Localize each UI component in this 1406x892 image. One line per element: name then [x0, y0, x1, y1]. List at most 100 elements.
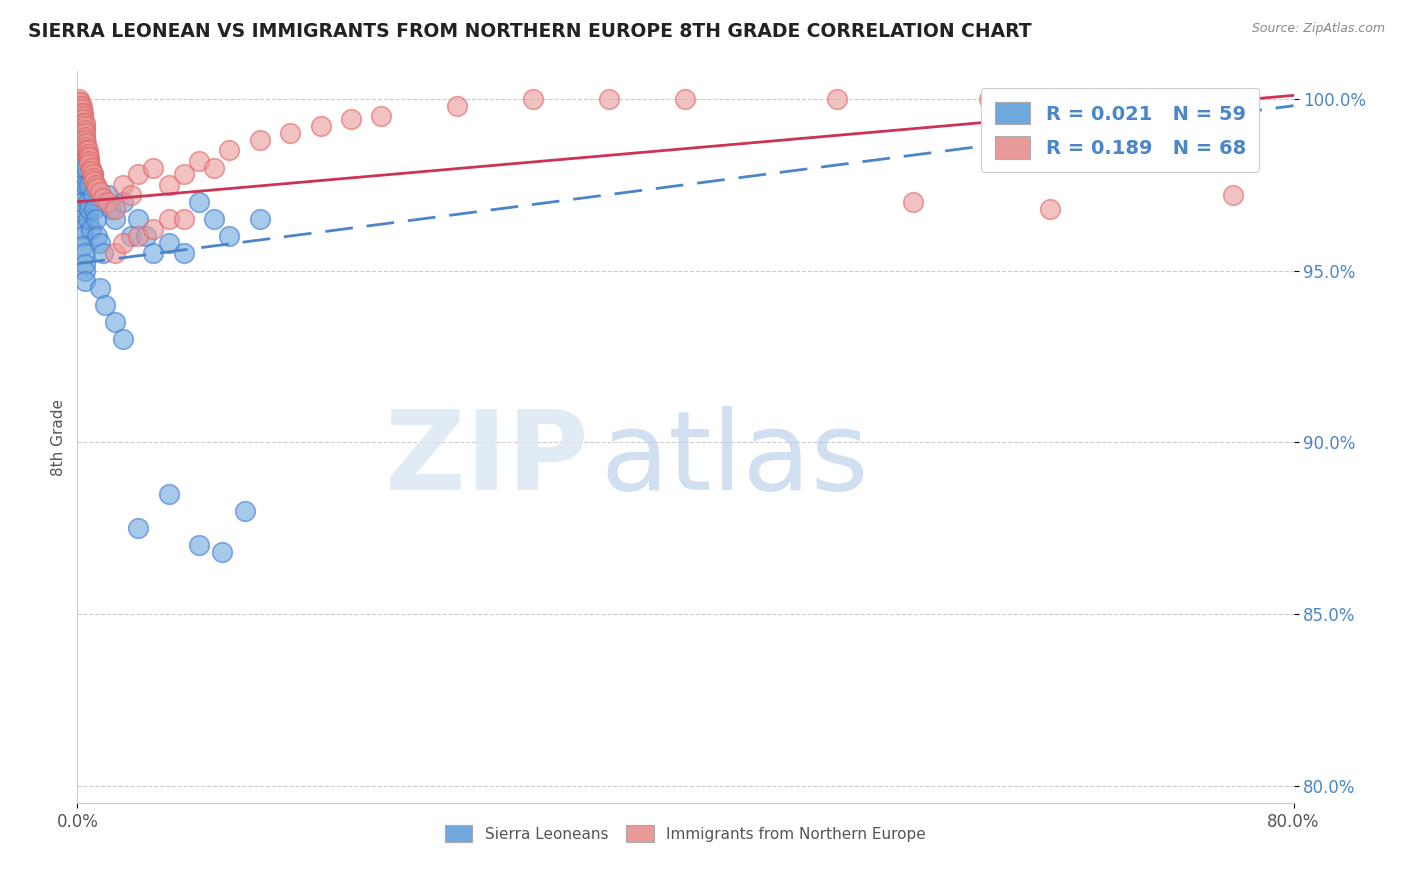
- Point: [72, 105, 94, 120]
- Point: [83, 174, 105, 188]
- Point: [69, 133, 91, 147]
- Point: [1206, 92, 1229, 106]
- Point: [82, 188, 104, 202]
- Point: [598, 92, 620, 106]
- Point: [104, 212, 127, 227]
- Point: [73, 126, 96, 140]
- Point: [97, 194, 120, 209]
- Point: [82, 167, 104, 181]
- Y-axis label: 8th Grade: 8th Grade: [51, 399, 66, 475]
- Point: [173, 212, 195, 227]
- Point: [104, 246, 127, 260]
- Point: [75, 136, 97, 151]
- Point: [69, 144, 91, 158]
- Point: [1039, 202, 1062, 216]
- Point: [72, 116, 94, 130]
- Point: [75, 178, 97, 192]
- Point: [1222, 188, 1244, 202]
- Point: [157, 178, 180, 192]
- Point: [89, 235, 111, 250]
- Point: [135, 229, 157, 244]
- Point: [142, 222, 165, 236]
- Point: [188, 153, 211, 168]
- Point: [73, 246, 96, 260]
- Point: [370, 109, 392, 123]
- Point: [80, 164, 103, 178]
- Point: [70, 194, 93, 209]
- Point: [111, 194, 134, 209]
- Point: [69, 153, 91, 168]
- Point: [111, 235, 134, 250]
- Point: [75, 144, 97, 158]
- Point: [67, 98, 90, 112]
- Point: [979, 92, 1001, 106]
- Point: [202, 212, 225, 227]
- Point: [70, 102, 93, 116]
- Point: [77, 212, 100, 227]
- Point: [72, 109, 94, 123]
- Point: [675, 92, 697, 106]
- Point: [89, 281, 111, 295]
- Point: [67, 116, 90, 130]
- Point: [69, 126, 91, 140]
- Point: [91, 246, 114, 260]
- Point: [142, 161, 165, 175]
- Point: [104, 202, 127, 216]
- Point: [73, 257, 96, 271]
- Point: [70, 105, 93, 120]
- Point: [188, 194, 211, 209]
- Point: [218, 144, 240, 158]
- Point: [188, 538, 211, 552]
- Point: [157, 235, 180, 250]
- Point: [73, 263, 96, 277]
- Point: [67, 105, 90, 120]
- Point: [233, 504, 256, 518]
- Point: [202, 161, 225, 175]
- Point: [69, 98, 91, 112]
- Text: Source: ZipAtlas.com: Source: ZipAtlas.com: [1251, 22, 1385, 36]
- Point: [173, 167, 195, 181]
- Point: [80, 161, 103, 175]
- Point: [903, 194, 925, 209]
- Point: [91, 191, 114, 205]
- Point: [67, 92, 90, 106]
- Point: [72, 222, 94, 236]
- Point: [80, 222, 103, 236]
- Point: [120, 229, 142, 244]
- Point: [77, 150, 100, 164]
- Point: [127, 167, 149, 181]
- Point: [69, 95, 91, 110]
- Point: [75, 161, 97, 175]
- Point: [79, 178, 101, 192]
- Point: [77, 194, 100, 209]
- Point: [522, 92, 544, 106]
- Point: [173, 246, 195, 260]
- Point: [127, 521, 149, 535]
- Point: [100, 202, 122, 216]
- Point: [127, 212, 149, 227]
- Point: [73, 122, 96, 136]
- Point: [72, 112, 94, 127]
- Point: [97, 188, 120, 202]
- Point: [70, 185, 93, 199]
- Point: [86, 181, 108, 195]
- Point: [79, 153, 101, 168]
- Point: [73, 274, 96, 288]
- Point: [79, 202, 101, 216]
- Point: [157, 487, 180, 501]
- Point: [111, 178, 134, 192]
- Point: [249, 133, 271, 147]
- Point: [79, 157, 101, 171]
- Point: [73, 116, 96, 130]
- Point: [70, 178, 93, 192]
- Text: SIERRA LEONEAN VS IMMIGRANTS FROM NORTHERN EUROPE 8TH GRADE CORRELATION CHART: SIERRA LEONEAN VS IMMIGRANTS FROM NORTHE…: [28, 22, 1032, 41]
- Point: [84, 212, 107, 227]
- Point: [93, 298, 115, 312]
- Point: [75, 140, 97, 154]
- Point: [89, 185, 111, 199]
- Point: [79, 150, 101, 164]
- Point: [72, 229, 94, 244]
- Point: [75, 144, 97, 158]
- Point: [309, 120, 332, 134]
- Point: [142, 246, 165, 260]
